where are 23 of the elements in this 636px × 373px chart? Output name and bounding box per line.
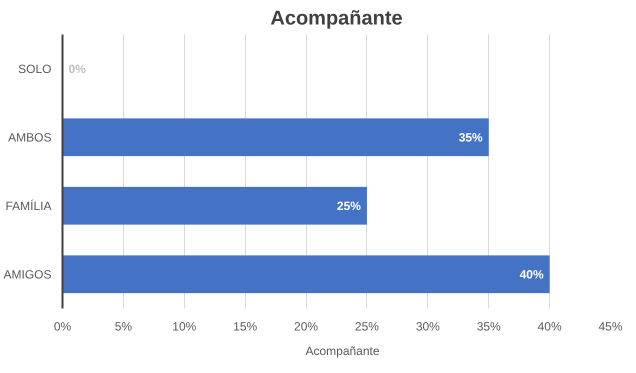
y-tick-label: FAMÍLIA — [5, 198, 52, 213]
y-tick-label: AMIGOS — [3, 267, 52, 282]
x-tick-label: 5% — [114, 320, 132, 334]
y-tick-label: SOLO — [18, 62, 52, 76]
data-label: 0% — [68, 62, 86, 76]
text: Acompañante — [305, 344, 380, 358]
x-tick-label: 40% — [538, 320, 562, 334]
x-tick-label: 30% — [416, 320, 440, 334]
x-tick-label: 35% — [476, 320, 502, 334]
bar — [62, 186, 367, 225]
x-tick-label: 25% — [354, 320, 380, 334]
x-tick-label: 15% — [233, 320, 258, 334]
bar — [62, 118, 489, 156]
x-tick-label: 0% — [54, 320, 72, 334]
data-label: 40% — [520, 267, 544, 282]
data-label: 25% — [336, 198, 362, 213]
x-tick-label: 45% — [598, 320, 623, 334]
x-tick-label: 10% — [172, 320, 197, 334]
x-tick-label: 20% — [294, 320, 318, 334]
data-label: 35% — [458, 130, 484, 144]
chart-title: Acompañante — [270, 8, 403, 30]
bar — [62, 255, 550, 294]
y-tick-label: AMBOS — [8, 130, 52, 144]
